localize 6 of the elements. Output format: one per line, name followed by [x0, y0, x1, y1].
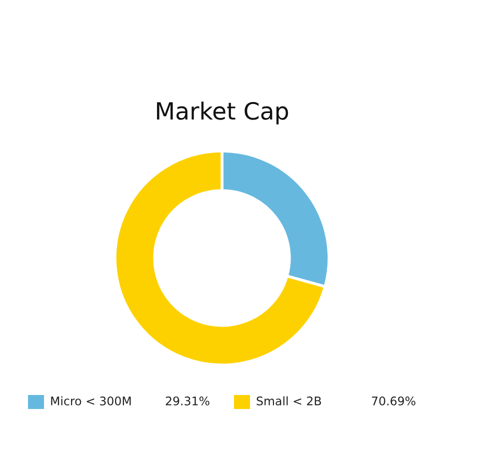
legend-label: Micro < 300M [51, 396, 131, 406]
data-label: 70.69% [372, 396, 416, 406]
legend-label: Small < 2B [256, 396, 321, 406]
chart-title: Market Cap [157, 102, 288, 124]
data-label: 29.31% [166, 396, 210, 406]
donut-slice [114, 150, 326, 366]
